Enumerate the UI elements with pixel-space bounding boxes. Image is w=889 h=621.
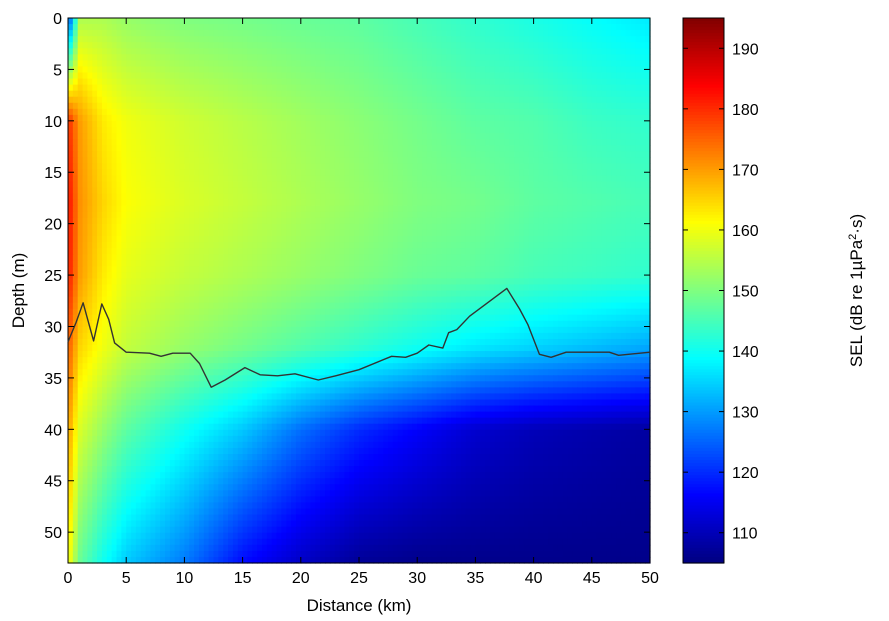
sel-heatmap-field [68, 18, 651, 564]
y-tick-label: 15 [44, 165, 62, 182]
colorbar-tick-label: 110 [732, 526, 758, 543]
colorbar-tick-label: 180 [732, 102, 759, 119]
x-tick-label: 45 [583, 570, 601, 587]
colorbar-label-main: SEL (dB re 1µPa [847, 239, 866, 367]
colorbar-label: SEL (dB re 1µPa2·s) [847, 214, 866, 367]
y-tick-label: 30 [44, 319, 62, 336]
y-tick-label: 20 [44, 217, 62, 234]
colorbar-tick-label: 190 [732, 41, 759, 58]
y-tick-label: 10 [44, 114, 62, 131]
colorbar-gradient [683, 18, 724, 564]
y-tick-label: 50 [44, 525, 62, 542]
y-tick-label: 40 [44, 422, 62, 439]
x-tick-label: 0 [64, 570, 73, 587]
x-tick-label: 50 [641, 570, 659, 587]
x-tick-label: 30 [408, 570, 426, 587]
x-tick-label: 20 [292, 570, 310, 587]
x-tick-label: 10 [176, 570, 194, 587]
y-tick-label: 25 [44, 268, 62, 285]
y-tick-label: 5 [53, 62, 62, 79]
x-tick-label: 25 [350, 570, 368, 587]
colorbar-tick-label: 120 [732, 465, 759, 482]
colorbar-tick-label: 130 [732, 405, 759, 422]
x-tick-label: 35 [467, 570, 485, 587]
colorbar-label-tail: ·s) [847, 214, 866, 234]
x-tick-label: 15 [234, 570, 252, 587]
x-tick-label: 40 [525, 570, 543, 587]
y-axis-label: Depth (m) [9, 253, 28, 329]
colorbar-tick-label: 150 [732, 284, 759, 301]
x-axis-label: Distance (km) [307, 596, 412, 615]
y-tick-label: 35 [44, 371, 62, 388]
x-tick-label: 5 [122, 570, 131, 587]
y-tick-label: 0 [53, 11, 62, 28]
colorbar-tick-label: 160 [732, 223, 759, 240]
colorbar-tick-label: 170 [732, 162, 759, 179]
colorbar-tick-label: 140 [732, 344, 759, 361]
y-tick-label: 45 [44, 474, 62, 491]
